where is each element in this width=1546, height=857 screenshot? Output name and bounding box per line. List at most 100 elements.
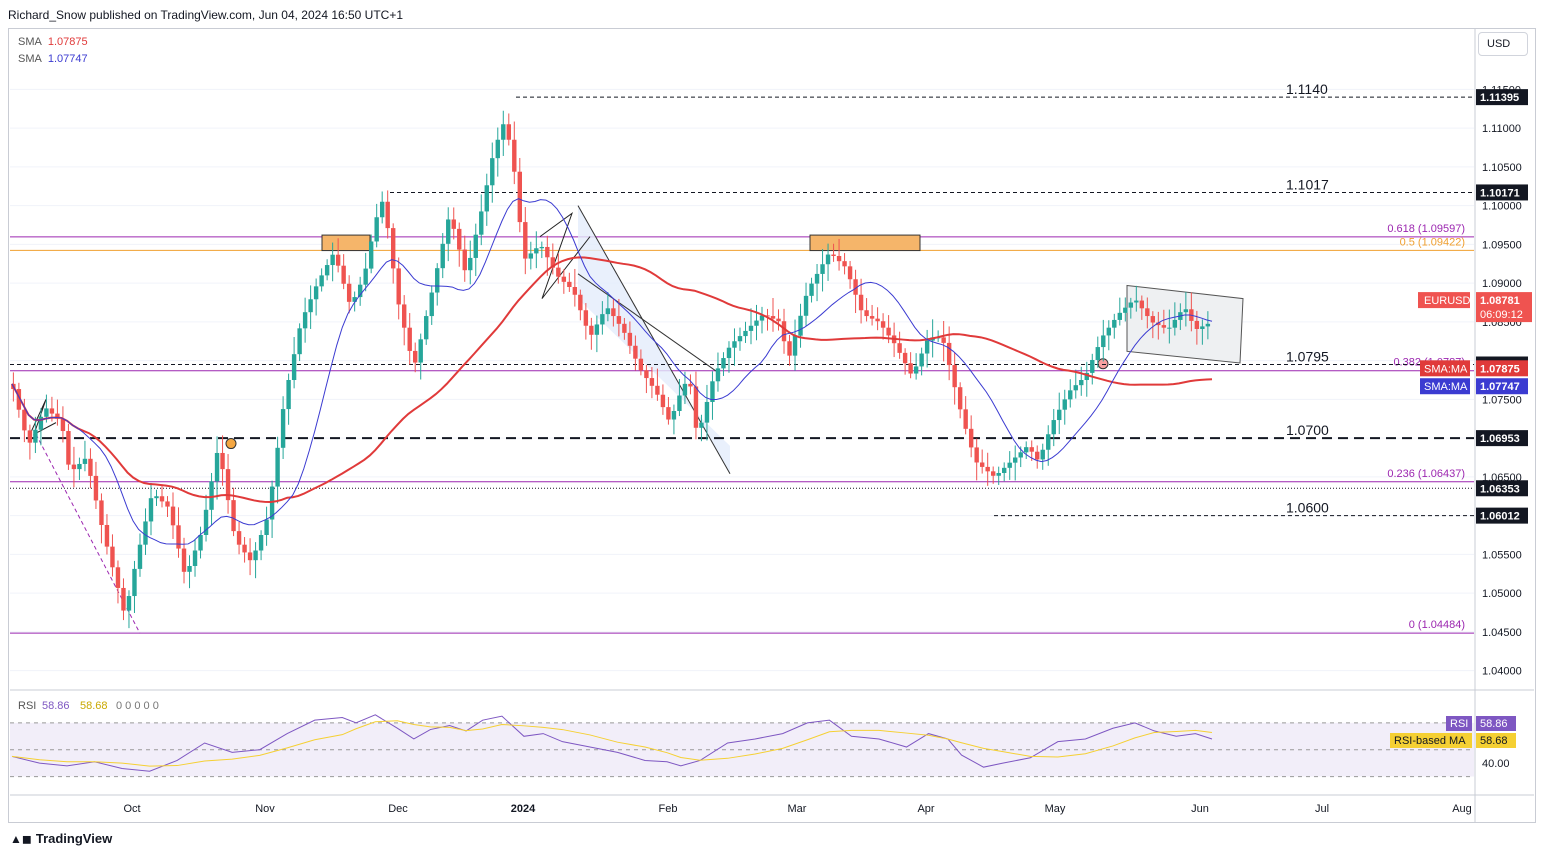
candle-body: [176, 525, 181, 549]
candle-body: [242, 544, 247, 553]
level-price-tag-bg: [1476, 430, 1528, 447]
candle-body: [214, 452, 220, 482]
symbol-tag-bg: [1418, 292, 1470, 309]
candle-body: [286, 380, 291, 410]
candle-body: [413, 350, 418, 363]
candle-body: [737, 336, 743, 342]
candle-body: [1035, 451, 1040, 460]
candle-body: [616, 316, 622, 324]
candle-body: [429, 292, 434, 317]
candle-body: [330, 254, 335, 266]
last-price-tag-bg: [1476, 292, 1532, 323]
candle-body: [407, 327, 412, 351]
currency-button[interactable]: USD: [1478, 32, 1528, 56]
rsi-tag-label: RSI: [1450, 718, 1468, 730]
candle-body: [451, 219, 456, 229]
price-axis: 1.115001.110001.105001.100001.095001.090…: [1474, 28, 1522, 822]
candle-body: [512, 139, 517, 172]
level-layer: 1.1140 1.1017 1.0795 1.0700 1.0600: [10, 81, 1474, 517]
candle-body: [220, 452, 225, 470]
candle-body: [1101, 335, 1106, 348]
candle-body: [198, 535, 203, 551]
tradingview-logo[interactable]: ▲◼ TradingView: [10, 831, 112, 846]
candle-body: [490, 158, 495, 186]
channel-line: [577, 205, 731, 475]
candle-body: [578, 294, 583, 311]
candle-body: [913, 366, 919, 374]
dotted-price-tag: 1.06353: [1480, 483, 1520, 495]
candle-body: [589, 325, 594, 335]
candle-body: [644, 370, 649, 379]
candle-body: [1029, 447, 1034, 452]
rsi-ma-tag-value-bg: [1476, 733, 1516, 748]
candle-body: [341, 265, 346, 284]
level-price-tag-bg: [1476, 184, 1528, 201]
candle-body: [671, 411, 677, 420]
candle-body: [60, 418, 66, 432]
candle-body: [363, 268, 368, 285]
candle-body: [495, 139, 500, 159]
candle-body: [1183, 309, 1189, 313]
rsi-tag-value-bg: [1476, 716, 1516, 731]
candle-body: [633, 345, 638, 359]
candle-body: [275, 447, 280, 487]
sma-tag-value-bg: [1476, 360, 1528, 377]
candle-body: [858, 294, 864, 311]
candle-body: [258, 535, 264, 551]
time-tick-label: Jun: [1191, 803, 1209, 815]
candle-body: [71, 464, 77, 470]
candle-body: [952, 365, 957, 388]
rsi-tag-value: 58.86: [1480, 718, 1508, 730]
fib-label: 0 (1.04484): [1409, 619, 1465, 631]
sma-legend-value: 1.07747: [47, 53, 88, 65]
candle-body: [979, 462, 985, 467]
candle-body: [792, 335, 798, 356]
candle-body: [1024, 447, 1029, 453]
rsi-ma-tag-label-bg: [1390, 733, 1472, 748]
candle-body: [550, 257, 556, 268]
candle-body: [319, 275, 324, 287]
candle-body: [1040, 449, 1045, 460]
rsi-tag-label-bg: [1446, 716, 1472, 731]
candle-body: [528, 253, 534, 259]
candle-body: [743, 330, 748, 337]
candle-body: [297, 328, 302, 355]
candle-body: [781, 321, 787, 342]
candle-body: [148, 498, 154, 522]
candle-body: [352, 297, 357, 302]
candle-body: [732, 341, 737, 348]
time-tick-label: Apr: [917, 803, 934, 815]
level-label: 1.0795: [1286, 349, 1329, 365]
candle-body: [1117, 312, 1122, 320]
sma-short-line: [11, 198, 1213, 545]
candle-body: [55, 413, 60, 419]
candle-body: [170, 506, 176, 526]
candle-body: [132, 568, 137, 597]
fib-leg-line: [35, 434, 141, 634]
candle-body: [924, 340, 930, 354]
price-tick-label: 1.09000: [1482, 278, 1522, 290]
candle-body: [963, 409, 968, 429]
candle-body: [473, 234, 478, 258]
candle-body: [253, 550, 258, 561]
candle-body: [715, 368, 721, 382]
candle-body: [462, 249, 467, 271]
candle-body: [880, 321, 886, 328]
tradingview-logo-icon: ▲◼: [10, 831, 32, 846]
last-price-tag: 1.08781: [1480, 295, 1520, 307]
candle-body: [1084, 372, 1089, 380]
candle-body: [501, 124, 506, 140]
candle-body: [968, 428, 974, 448]
candle-body: [567, 281, 572, 287]
level-price-tag: 1.10171: [1480, 187, 1520, 199]
candle-body: [137, 544, 143, 569]
rsi-ma-legend-value: 58.68: [80, 700, 108, 712]
candle-body: [154, 496, 159, 499]
sma-legend-short[interactable]: SMA 1.07747: [18, 53, 88, 65]
sma-tag-bg: [1420, 378, 1470, 395]
sma-legend-long[interactable]: SMA 1.07875: [18, 36, 88, 48]
candle-body: [1123, 307, 1128, 313]
price-tick-label: 1.04500: [1482, 627, 1522, 639]
candle-body: [605, 308, 611, 315]
